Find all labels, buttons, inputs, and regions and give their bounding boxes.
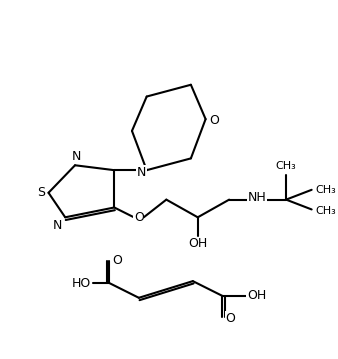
Text: OH: OH bbox=[247, 289, 266, 302]
Text: N: N bbox=[137, 165, 146, 179]
Text: OH: OH bbox=[188, 237, 208, 250]
Text: HO: HO bbox=[71, 276, 91, 290]
Text: N: N bbox=[71, 150, 81, 163]
Text: CH₃: CH₃ bbox=[315, 206, 336, 216]
Text: N: N bbox=[53, 219, 62, 232]
Text: O: O bbox=[112, 254, 122, 267]
Text: O: O bbox=[134, 211, 144, 224]
Text: CH₃: CH₃ bbox=[276, 161, 296, 171]
Text: O: O bbox=[210, 113, 219, 127]
Text: O: O bbox=[225, 312, 235, 325]
Text: NH: NH bbox=[247, 191, 266, 204]
Text: S: S bbox=[37, 186, 45, 199]
Text: CH₃: CH₃ bbox=[315, 185, 336, 195]
